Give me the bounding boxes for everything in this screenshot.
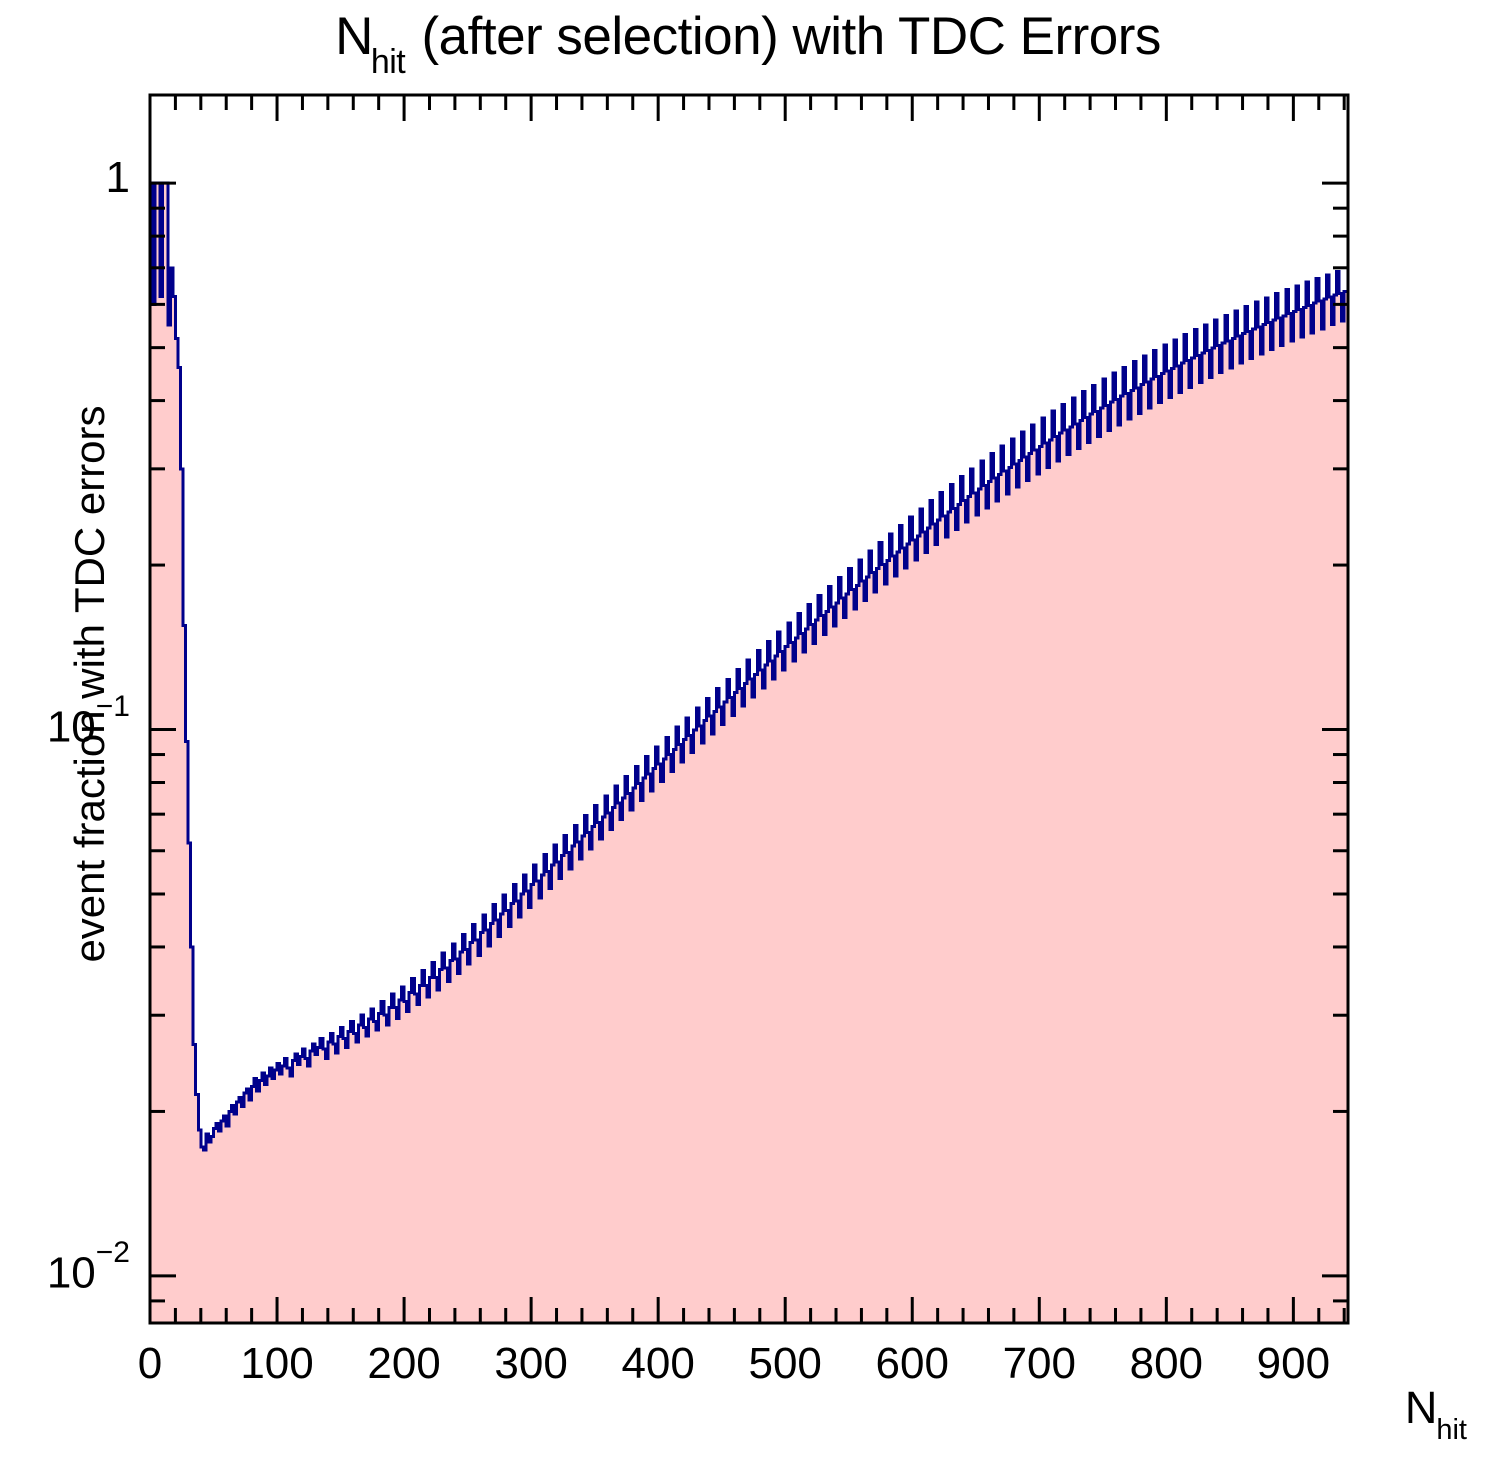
y-tick-exponent: −1 <box>95 689 130 723</box>
title-subscript: hit <box>370 42 406 81</box>
y-axis-ticks <box>150 181 1348 1303</box>
page-title: Nhit (after selection) with TDC Errors <box>0 6 1496 81</box>
x-axis-title-subscript: hit <box>1436 1414 1467 1446</box>
y-tick-mantissa: 10 <box>46 1248 96 1298</box>
x-tick-label: 700 <box>1002 1339 1076 1388</box>
title-main-prefix: N <box>335 7 373 66</box>
x-tick-label: 100 <box>240 1339 314 1388</box>
x-tick-label: 400 <box>621 1339 695 1388</box>
plot-frame <box>148 93 1350 1325</box>
x-tick-label: 200 <box>367 1339 441 1388</box>
plot-area <box>148 93 1350 1325</box>
histogram-outline <box>150 181 1347 1323</box>
y-tick-exponent: −2 <box>95 1235 130 1269</box>
title-main-suffix: (after selection) with TDC Errors <box>407 7 1161 66</box>
histogram-group <box>150 181 1347 1323</box>
x-tick-label: 600 <box>875 1339 949 1388</box>
y-tick-label: 10−2 <box>0 1236 130 1299</box>
x-tick-label: 500 <box>748 1339 822 1388</box>
x-axis-title-main: N <box>1404 1382 1438 1433</box>
x-tick-label: 800 <box>1129 1339 1204 1388</box>
x-tick-label: 900 <box>1256 1339 1331 1388</box>
x-tick-label: 0 <box>137 1339 163 1388</box>
y-tick-label: 10−1 <box>0 690 130 753</box>
y-tick-mantissa: 1 <box>105 153 130 203</box>
x-axis-title: Nhit <box>1404 1382 1468 1446</box>
x-axis-ticks <box>148 95 1346 1323</box>
y-tick-mantissa: 10 <box>46 702 96 752</box>
x-tick-label: 300 <box>494 1339 568 1388</box>
y-tick-label: 1 <box>0 153 130 203</box>
